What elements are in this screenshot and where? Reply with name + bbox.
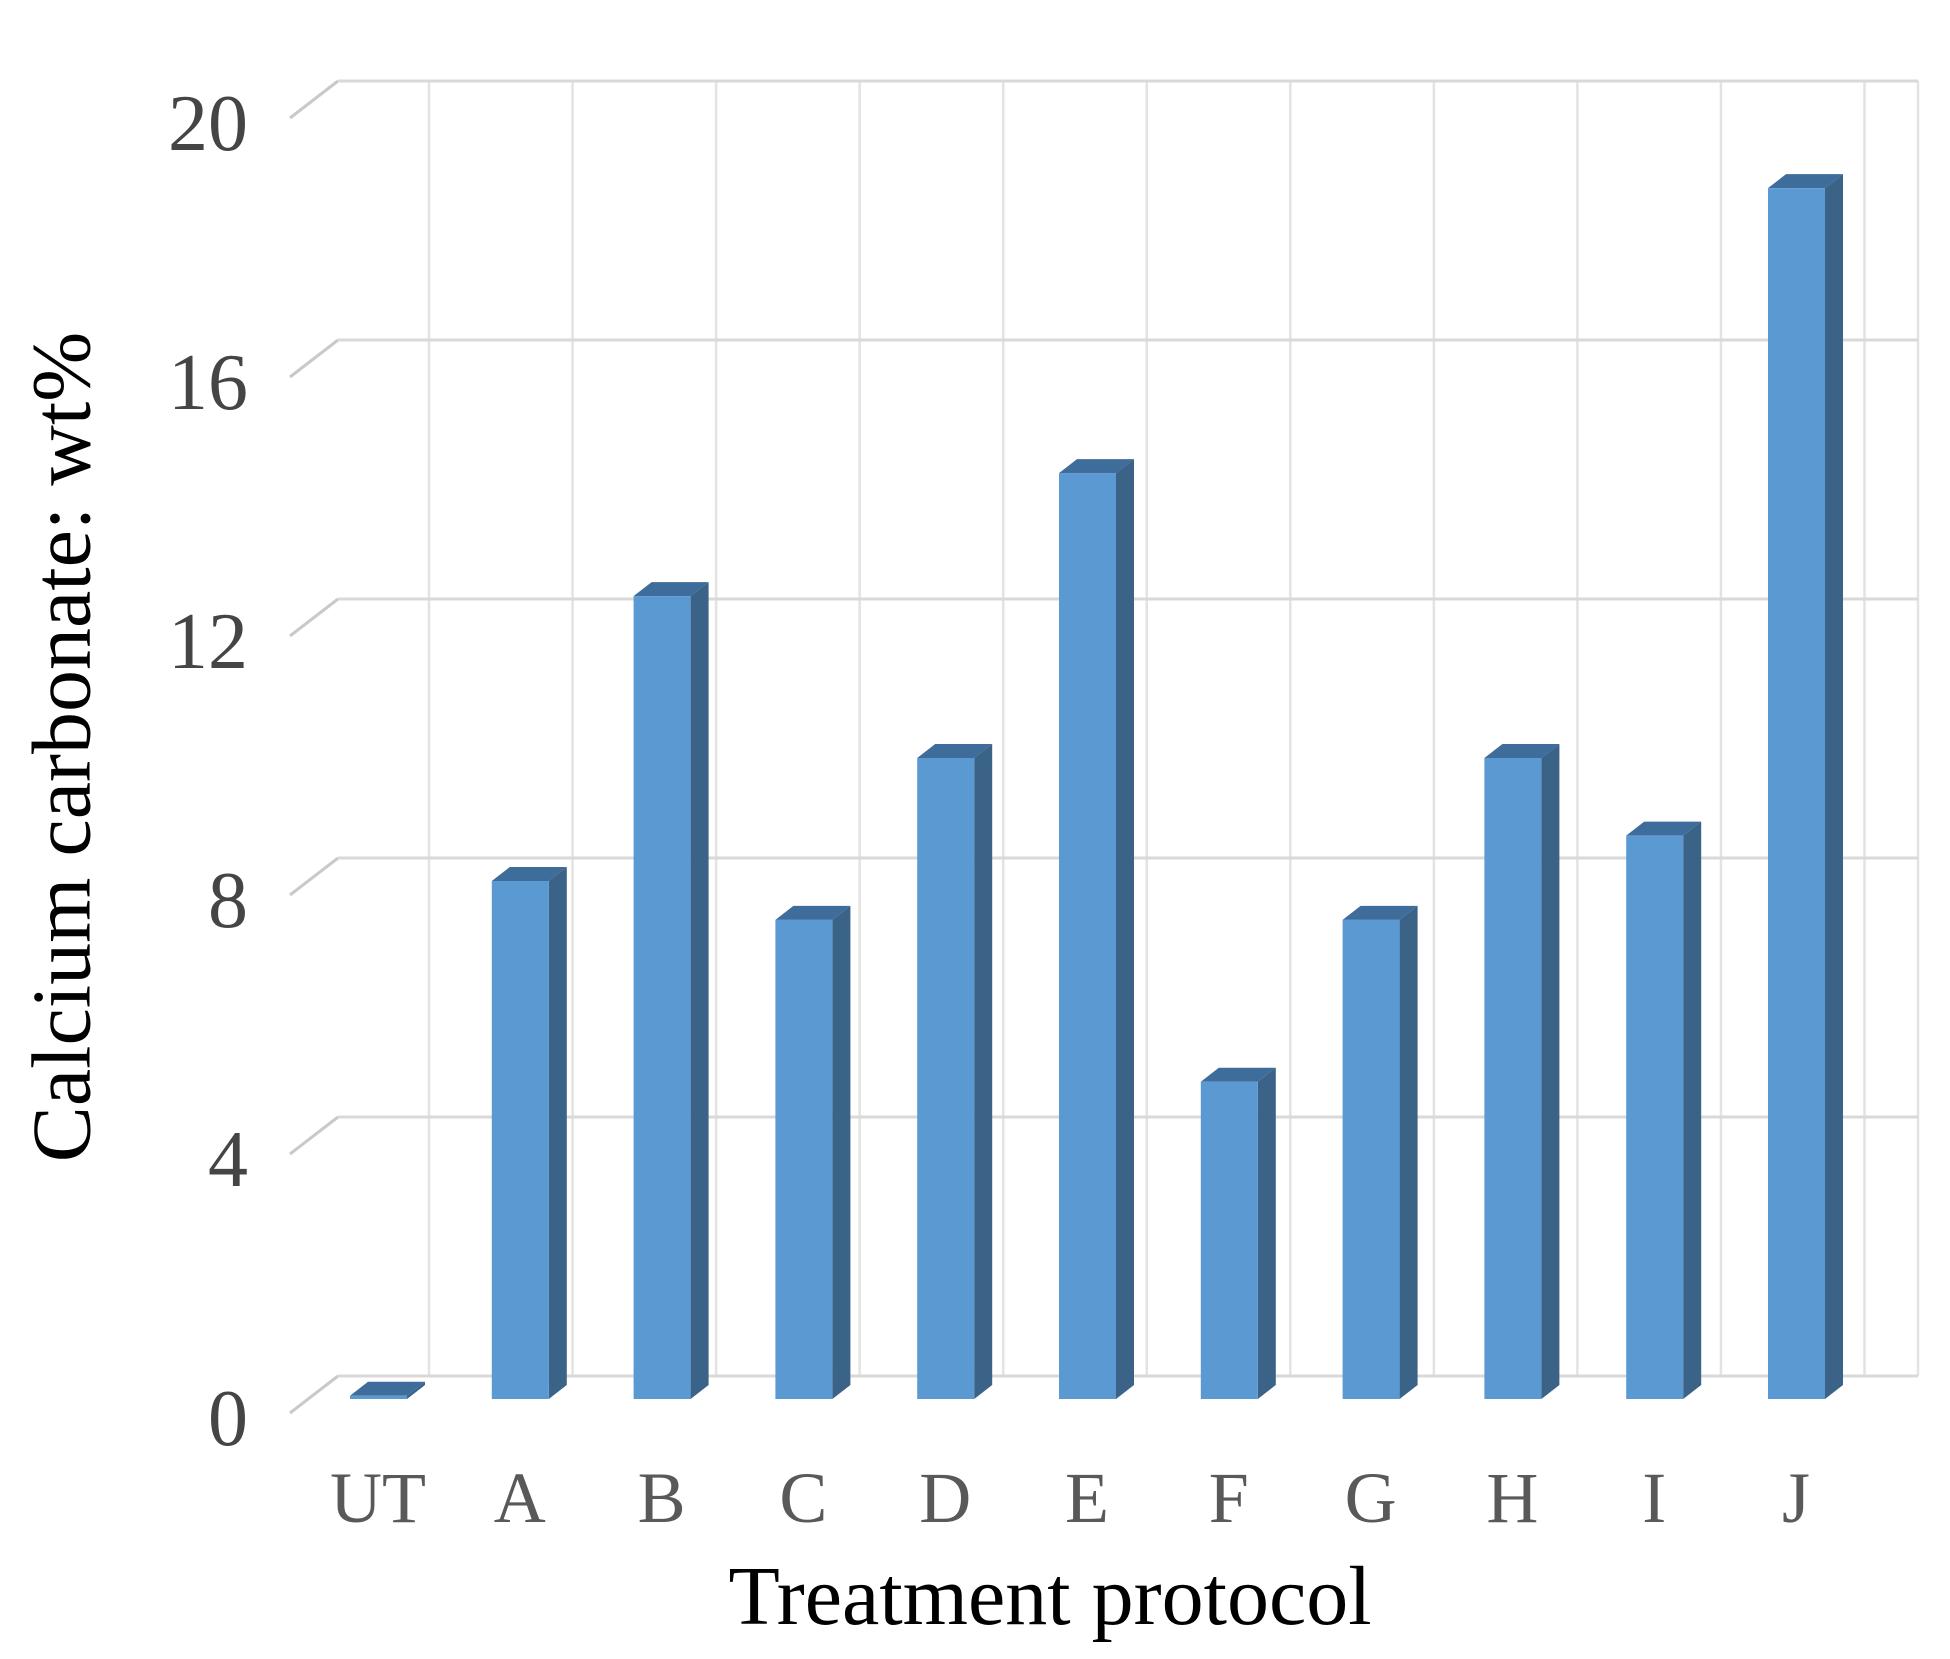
bar-F (1200, 1067, 1276, 1399)
bar-front-face (491, 881, 549, 1399)
x-category-label: C (779, 1458, 828, 1538)
bar-side-face (1257, 1067, 1276, 1399)
bar-top-face (1626, 821, 1702, 836)
x-category-label: UT (330, 1458, 426, 1538)
x-category-label: E (1065, 1458, 1109, 1538)
bar-C (775, 905, 851, 1399)
y-axis-title: Calcium carbonate: wt% (15, 331, 109, 1163)
x-category-label: A (493, 1458, 546, 1538)
bar-side-face (1825, 174, 1843, 1399)
bar-I (1626, 821, 1702, 1399)
gridline-tick-diagonal (289, 338, 339, 379)
gridline-tick-diagonal (289, 856, 339, 897)
y-tick-label: 0 (208, 1375, 248, 1463)
gridline-tick-diagonal (289, 79, 339, 120)
bar-G (1342, 905, 1418, 1399)
x-category-label: G (1344, 1458, 1397, 1538)
bar-front-face (1484, 757, 1542, 1399)
bar-J (1768, 174, 1843, 1399)
bar-B (633, 582, 709, 1399)
x-category-label: B (637, 1458, 686, 1538)
gridline-tick-diagonal (289, 597, 339, 638)
x-category-label: H (1486, 1458, 1539, 1538)
bar-front-face (1342, 919, 1400, 1399)
bar-side-face (407, 1381, 425, 1399)
bar-top-face (775, 905, 851, 920)
x-axis-title: Treatment protocol (728, 1550, 1372, 1643)
bar-side-face (548, 867, 567, 1399)
bar-top-face (350, 1381, 425, 1396)
y-tick-label: 20 (168, 80, 248, 168)
bar-E (1059, 459, 1134, 1399)
bar-front-face (1768, 188, 1825, 1399)
bar-side-face (1116, 459, 1134, 1399)
x-category-label: J (1781, 1458, 1811, 1538)
bar-front-face (1200, 1081, 1258, 1399)
bar-top-face (1484, 743, 1560, 758)
y-tick-label: 16 (168, 339, 248, 427)
y-tick-label: 12 (168, 598, 248, 686)
bar-top-face (633, 582, 709, 597)
bar-UT (350, 1381, 425, 1399)
bar-top-face (1200, 1067, 1276, 1082)
y-tick-label: 8 (208, 857, 248, 945)
bar-front-face (350, 1395, 407, 1399)
y-tick-label: 4 (208, 1116, 248, 1204)
x-category-label: D (919, 1458, 972, 1538)
bar-top-face (491, 867, 567, 881)
bar-side-face (1541, 743, 1560, 1399)
bar-front-face (1626, 835, 1684, 1399)
bar-front-face (633, 596, 691, 1399)
bar-top-face (1768, 174, 1843, 189)
bar-D (917, 743, 993, 1399)
bar-top-face (1342, 905, 1418, 920)
bar-side-face (690, 582, 709, 1399)
bar-H (1484, 743, 1560, 1399)
gridline-tick-diagonal (289, 1374, 339, 1415)
x-category-label: I (1642, 1458, 1667, 1538)
bar-front-face (1059, 473, 1116, 1399)
bar-front-face (917, 757, 975, 1399)
x-category-label: F (1208, 1458, 1249, 1538)
gridline-tick-diagonal (289, 1115, 339, 1156)
bar-top-face (1059, 459, 1134, 474)
bar-side-face (1399, 905, 1418, 1399)
bar-front-face (775, 919, 833, 1399)
bar-A (491, 867, 567, 1399)
bar-top-face (917, 743, 993, 758)
bar-side-face (1683, 821, 1702, 1399)
bar-side-face (832, 905, 851, 1399)
bar-side-face (974, 743, 993, 1399)
